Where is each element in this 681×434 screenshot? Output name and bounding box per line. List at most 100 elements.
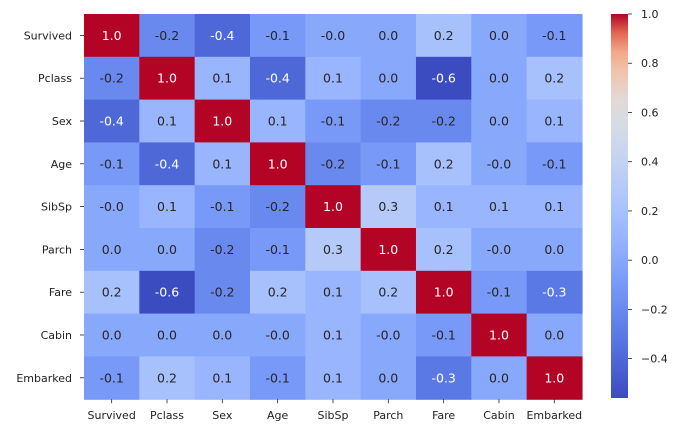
cell-value-label: 0.1	[157, 114, 177, 129]
heatmap-cell	[526, 313, 583, 357]
heatmap-cell	[249, 270, 306, 315]
heatmap-cell	[84, 228, 140, 272]
cell-value-label: 0.0	[544, 242, 564, 257]
cell-value-label: -0.2	[210, 242, 234, 257]
heatmap-cell	[360, 99, 417, 143]
heatmap-cell	[249, 142, 306, 186]
cell-value-label: -0.1	[321, 114, 345, 129]
heatmap-cell	[139, 99, 196, 143]
cell-value-label: 0.0	[378, 28, 398, 43]
cell-value-label: -0.1	[265, 370, 289, 385]
cell-value-label: 0.1	[212, 156, 232, 171]
cell-value-label: -0.1	[265, 28, 289, 43]
heatmap-cell	[305, 14, 362, 58]
heatmap-cell	[526, 142, 583, 186]
heatmap-cell	[360, 14, 417, 58]
heatmap-cells	[84, 14, 583, 400]
cell-value-label: -0.1	[99, 370, 123, 385]
cell-value-label: 0.3	[323, 242, 343, 257]
cell-value-label: 0.1	[212, 370, 232, 385]
cell-value-label: 0.0	[157, 242, 177, 257]
heatmap-cell	[249, 14, 306, 58]
x-tick-label: Cabin	[483, 409, 514, 422]
heatmap-cell	[360, 56, 417, 101]
heatmap-cell	[526, 270, 583, 315]
y-tick-label: Fare	[49, 286, 72, 299]
heatmap-cell	[415, 56, 472, 101]
cell-value-label: -0.4	[99, 114, 123, 129]
heatmap-cell	[139, 228, 196, 272]
heatmap-cell	[249, 56, 306, 101]
heatmap-cell	[139, 142, 196, 186]
cell-value-label: -0.2	[99, 71, 123, 86]
heatmap-cell	[305, 99, 362, 143]
cell-value-label: 1.0	[212, 114, 232, 129]
y-tick-label: Survived	[24, 29, 72, 42]
cell-value-label: 0.2	[268, 285, 288, 300]
heatmap-cell	[194, 99, 251, 143]
cell-value-label: 0.2	[434, 156, 454, 171]
cell-value-label: 0.1	[489, 199, 509, 214]
heatmap-cell	[139, 14, 196, 58]
heatmap-cell	[305, 270, 362, 315]
cell-value-label: 1.0	[323, 199, 343, 214]
cell-value-label: -0.0	[487, 156, 511, 171]
cell-value-label: -0.2	[265, 199, 289, 214]
cell-value-label: -0.1	[99, 156, 123, 171]
cell-value-label: 0.1	[323, 370, 343, 385]
cell-value-label: 0.0	[102, 328, 122, 343]
x-tick-label: Parch	[373, 409, 403, 422]
heatmap-cell	[249, 185, 306, 229]
cell-value-label: 0.0	[489, 71, 509, 86]
cell-value-label: 0.1	[544, 114, 564, 129]
cell-value-label: 1.0	[157, 71, 177, 86]
x-tick-label: SibSp	[317, 409, 348, 422]
colorbar	[611, 14, 628, 398]
heatmap-cell	[471, 185, 528, 229]
cell-value-label: 0.2	[378, 285, 398, 300]
cell-value-label: 1.0	[102, 28, 122, 43]
cell-value-label: 0.2	[434, 242, 454, 257]
heatmap-cell	[415, 14, 472, 58]
heatmap-cell	[471, 228, 528, 272]
cell-value-label: -0.2	[210, 285, 234, 300]
heatmap-cell	[415, 99, 472, 143]
heatmap-cell	[84, 356, 140, 400]
colorbar-tick-label: 0.4	[641, 156, 659, 169]
cell-value-label: 0.0	[157, 328, 177, 343]
heatmap-cell	[194, 356, 251, 400]
cell-value-label: 0.0	[489, 114, 509, 129]
heatmap-cell	[526, 356, 583, 400]
heatmap-cell	[360, 228, 417, 272]
heatmap-cell	[139, 270, 196, 315]
heatmap-cell	[471, 99, 528, 143]
cell-value-label: 0.1	[323, 285, 343, 300]
cell-value-label: -0.4	[210, 28, 234, 43]
heatmap-cell	[139, 313, 196, 357]
cell-value-label: 0.0	[378, 370, 398, 385]
cell-value-label: 0.2	[434, 28, 454, 43]
heatmap-cell	[305, 356, 362, 400]
heatmap-cell	[249, 228, 306, 272]
heatmap-cell	[139, 356, 196, 400]
heatmap-cell	[415, 270, 472, 315]
y-tick-label: Parch	[42, 243, 72, 256]
heatmap-cell	[415, 185, 472, 229]
heatmap-cell	[415, 142, 472, 186]
cell-value-label: -0.1	[542, 28, 566, 43]
cell-value-label: 0.1	[212, 71, 232, 86]
heatmap-cell	[415, 356, 472, 400]
cell-value-label: 0.2	[544, 71, 564, 86]
heatmap-cell	[415, 228, 472, 272]
cell-value-label: 0.2	[157, 370, 177, 385]
colorbar-tick-label: 0.6	[641, 106, 659, 119]
colorbar-tick-label: −0.4	[641, 353, 668, 366]
x-tick-label: Pclass	[150, 409, 184, 422]
cell-value-label: 0.0	[489, 370, 509, 385]
heatmap-cell	[249, 99, 306, 143]
cell-value-label: -0.3	[431, 370, 455, 385]
heatmap-cell	[249, 313, 306, 357]
cell-value-label: 0.0	[378, 71, 398, 86]
heatmap-cell	[84, 142, 140, 186]
x-tick-label: Fare	[432, 409, 455, 422]
